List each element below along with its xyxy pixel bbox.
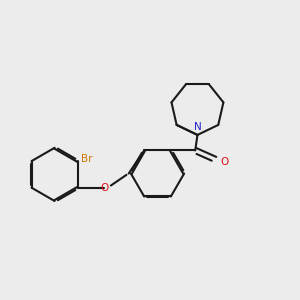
Text: O: O: [220, 157, 229, 166]
Text: Br: Br: [81, 154, 93, 164]
Text: O: O: [100, 183, 108, 193]
Text: N: N: [194, 122, 201, 132]
